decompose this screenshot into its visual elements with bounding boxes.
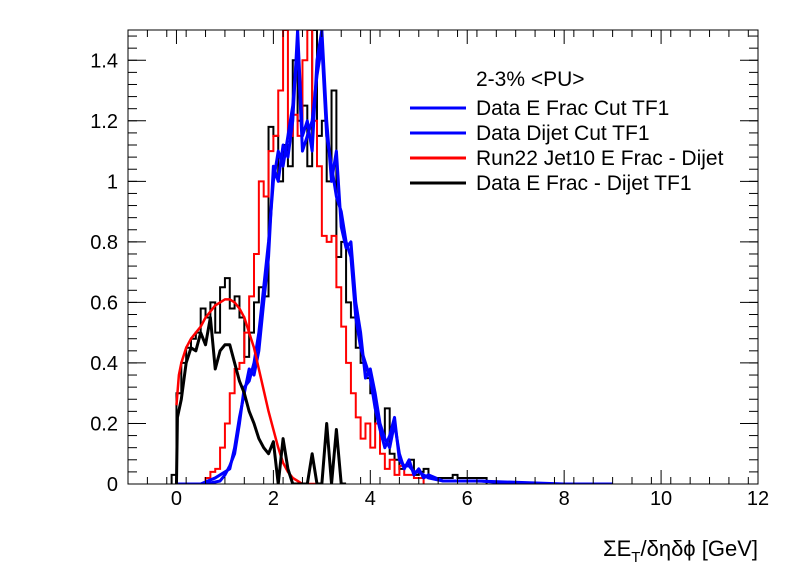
x-tick-label: 0 (171, 488, 182, 510)
series-line-1 (176, 43, 565, 484)
x-tick-label: 6 (462, 488, 473, 510)
x-tick-label: 2 (268, 488, 279, 510)
legend-label: Run22 Jet10 E Frac - Dijet (476, 147, 724, 170)
y-tick-label: 0.6 (90, 292, 118, 314)
y-tick-label: 1 (107, 171, 118, 193)
x-axis-title-subscript: T (631, 549, 640, 566)
x-axis-title: ΣET/δηδϕ [GeV] (603, 536, 758, 566)
legend-label: Data E Frac Cut TF1 (476, 97, 669, 120)
y-tick-label: 1.4 (90, 50, 118, 72)
x-axis-title-rest: /δηδϕ [GeV] (640, 536, 758, 561)
axis-layer: 0 2 4 6 8 10 12 0 0.2 0.4 0.6 0.8 1 1.2 1.4 (90, 30, 769, 510)
y-tick-label: 0 (107, 474, 118, 496)
series-line-3 (174, 316, 347, 484)
x-tick-label: 10 (650, 488, 672, 510)
series-layer (174, 30, 613, 484)
x-tick-label: 12 (747, 488, 769, 510)
histogram-1 (191, 30, 425, 484)
y-tick-label: 0.2 (90, 413, 118, 435)
y-tick-label: 0.4 (90, 353, 118, 375)
x-axis-title-main: ΣE (603, 536, 631, 561)
x-tick-label: 8 (559, 488, 570, 510)
legend-header: 2-3% <PU> (476, 68, 585, 91)
y-tick-label: 0.8 (90, 232, 118, 254)
y-tick-label: 1.2 (90, 111, 118, 133)
histogram-layer (170, 30, 488, 484)
legend-label: Data Dijet Cut TF1 (476, 122, 650, 145)
x-tick-label: 4 (365, 488, 376, 510)
legend-label: Data E Frac - Dijet TF1 (476, 172, 692, 195)
plot-frame (127, 29, 759, 485)
